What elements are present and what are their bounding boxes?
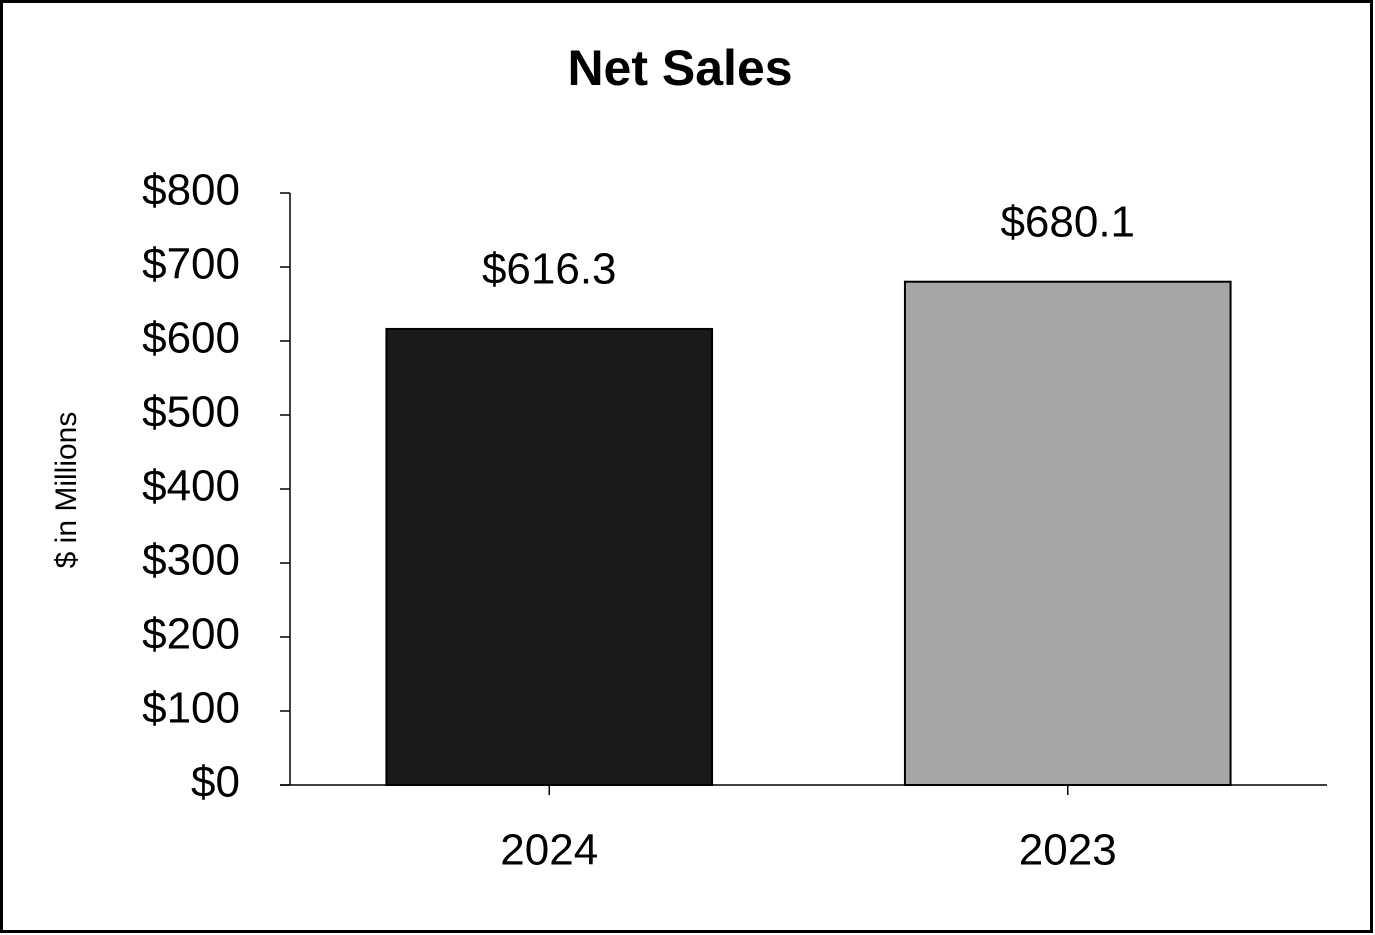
y-tick-label: $700 bbox=[142, 240, 240, 289]
y-tick-label: $300 bbox=[142, 536, 240, 585]
y-tick-label: $500 bbox=[142, 388, 240, 437]
x-tick-label: 2023 bbox=[1019, 826, 1117, 875]
y-tick-label: $100 bbox=[142, 684, 240, 733]
y-tick-label: $400 bbox=[142, 462, 240, 511]
x-tick-label: 2024 bbox=[500, 826, 598, 875]
y-tick-label: $200 bbox=[142, 610, 240, 659]
y-tick-label: $0 bbox=[191, 758, 240, 807]
y-axis-label: $ in Millions bbox=[50, 412, 83, 569]
y-tick-label: $600 bbox=[142, 314, 240, 363]
chart-title: Net Sales bbox=[567, 40, 792, 96]
bar bbox=[385, 327, 714, 786]
value-label: $616.3 bbox=[482, 245, 617, 294]
bar bbox=[903, 280, 1232, 786]
value-label: $680.1 bbox=[1000, 197, 1135, 246]
y-tick-label: $800 bbox=[142, 166, 240, 215]
